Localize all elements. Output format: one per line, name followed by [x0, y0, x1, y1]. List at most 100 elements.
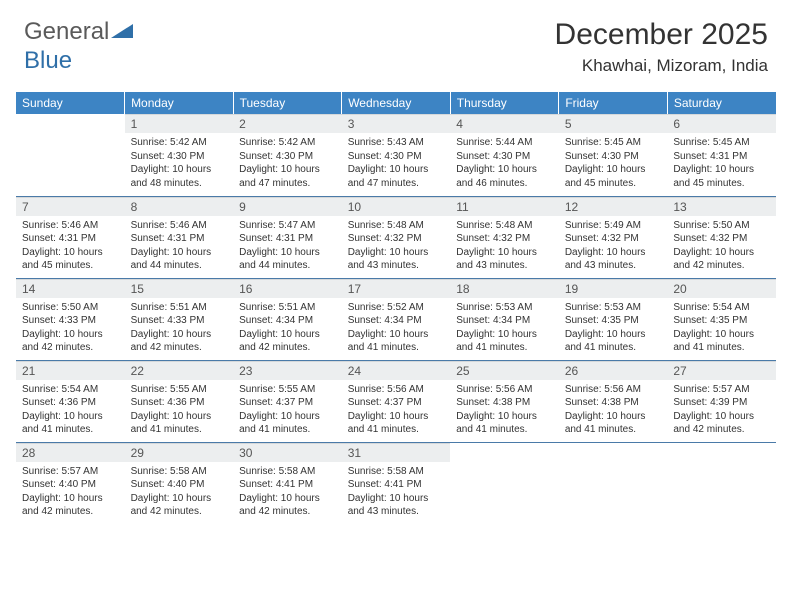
calendar-cell: 22Sunrise: 5:55 AMSunset: 4:36 PMDayligh…	[125, 360, 234, 442]
day-info: Sunrise: 5:58 AMSunset: 4:41 PMDaylight:…	[233, 462, 342, 523]
day-number: 13	[667, 197, 776, 216]
calendar-cell: 18Sunrise: 5:53 AMSunset: 4:34 PMDayligh…	[450, 278, 559, 360]
calendar-cell: 31Sunrise: 5:58 AMSunset: 4:41 PMDayligh…	[342, 442, 451, 524]
brand-text: General Blue	[24, 18, 133, 75]
day-info: Sunrise: 5:56 AMSunset: 4:38 PMDaylight:…	[450, 380, 559, 441]
calendar-cell: 26Sunrise: 5:56 AMSunset: 4:38 PMDayligh…	[559, 360, 668, 442]
day-number: 14	[16, 279, 125, 298]
day-number: 22	[125, 361, 234, 380]
calendar-row: 7Sunrise: 5:46 AMSunset: 4:31 PMDaylight…	[16, 196, 776, 278]
day-info: Sunrise: 5:45 AMSunset: 4:30 PMDaylight:…	[559, 133, 668, 194]
calendar-cell: 3Sunrise: 5:43 AMSunset: 4:30 PMDaylight…	[342, 114, 451, 196]
calendar-cell	[559, 442, 668, 524]
calendar-cell: 24Sunrise: 5:56 AMSunset: 4:37 PMDayligh…	[342, 360, 451, 442]
calendar-cell: 1Sunrise: 5:42 AMSunset: 4:30 PMDaylight…	[125, 114, 234, 196]
brand-logo: General Blue	[24, 18, 133, 75]
day-info: Sunrise: 5:58 AMSunset: 4:40 PMDaylight:…	[125, 462, 234, 523]
day-number: 25	[450, 361, 559, 380]
calendar-cell: 16Sunrise: 5:51 AMSunset: 4:34 PMDayligh…	[233, 278, 342, 360]
brand-part1: General	[24, 18, 109, 45]
calendar-cell: 6Sunrise: 5:45 AMSunset: 4:31 PMDaylight…	[667, 114, 776, 196]
day-info: Sunrise: 5:45 AMSunset: 4:31 PMDaylight:…	[667, 133, 776, 194]
calendar-cell: 29Sunrise: 5:58 AMSunset: 4:40 PMDayligh…	[125, 442, 234, 524]
day-info: Sunrise: 5:42 AMSunset: 4:30 PMDaylight:…	[233, 133, 342, 194]
day-number: 3	[342, 114, 451, 133]
calendar-cell: 20Sunrise: 5:54 AMSunset: 4:35 PMDayligh…	[667, 278, 776, 360]
day-number: 8	[125, 197, 234, 216]
day-info: Sunrise: 5:47 AMSunset: 4:31 PMDaylight:…	[233, 216, 342, 277]
calendar-cell: 27Sunrise: 5:57 AMSunset: 4:39 PMDayligh…	[667, 360, 776, 442]
calendar-cell: 15Sunrise: 5:51 AMSunset: 4:33 PMDayligh…	[125, 278, 234, 360]
calendar-cell	[450, 442, 559, 524]
day-info: Sunrise: 5:56 AMSunset: 4:37 PMDaylight:…	[342, 380, 451, 441]
calendar-cell: 28Sunrise: 5:57 AMSunset: 4:40 PMDayligh…	[16, 442, 125, 524]
weekday-header: Monday	[125, 92, 234, 114]
calendar-cell: 23Sunrise: 5:55 AMSunset: 4:37 PMDayligh…	[233, 360, 342, 442]
day-info: Sunrise: 5:43 AMSunset: 4:30 PMDaylight:…	[342, 133, 451, 194]
day-number: 11	[450, 197, 559, 216]
day-info: Sunrise: 5:58 AMSunset: 4:41 PMDaylight:…	[342, 462, 451, 523]
calendar-cell: 17Sunrise: 5:52 AMSunset: 4:34 PMDayligh…	[342, 278, 451, 360]
weekday-header: Thursday	[450, 92, 559, 114]
day-number: 19	[559, 279, 668, 298]
month-title: December 2025	[555, 18, 768, 52]
calendar-row: 14Sunrise: 5:50 AMSunset: 4:33 PMDayligh…	[16, 278, 776, 360]
calendar-cell: 14Sunrise: 5:50 AMSunset: 4:33 PMDayligh…	[16, 278, 125, 360]
day-number: 2	[233, 114, 342, 133]
calendar-cell: 4Sunrise: 5:44 AMSunset: 4:30 PMDaylight…	[450, 114, 559, 196]
day-number: 31	[342, 443, 451, 462]
day-number: 27	[667, 361, 776, 380]
day-number: 9	[233, 197, 342, 216]
calendar-cell: 13Sunrise: 5:50 AMSunset: 4:32 PMDayligh…	[667, 196, 776, 278]
day-info: Sunrise: 5:55 AMSunset: 4:36 PMDaylight:…	[125, 380, 234, 441]
calendar-body: 1Sunrise: 5:42 AMSunset: 4:30 PMDaylight…	[16, 114, 776, 524]
calendar-cell: 25Sunrise: 5:56 AMSunset: 4:38 PMDayligh…	[450, 360, 559, 442]
day-info: Sunrise: 5:46 AMSunset: 4:31 PMDaylight:…	[125, 216, 234, 277]
day-number: 12	[559, 197, 668, 216]
calendar-row: 28Sunrise: 5:57 AMSunset: 4:40 PMDayligh…	[16, 442, 776, 524]
day-info: Sunrise: 5:50 AMSunset: 4:32 PMDaylight:…	[667, 216, 776, 277]
calendar-cell: 11Sunrise: 5:48 AMSunset: 4:32 PMDayligh…	[450, 196, 559, 278]
day-info: Sunrise: 5:52 AMSunset: 4:34 PMDaylight:…	[342, 298, 451, 359]
title-block: December 2025 Khawhai, Mizoram, India	[555, 18, 768, 76]
calendar-cell: 9Sunrise: 5:47 AMSunset: 4:31 PMDaylight…	[233, 196, 342, 278]
calendar-cell: 7Sunrise: 5:46 AMSunset: 4:31 PMDaylight…	[16, 196, 125, 278]
calendar-cell: 10Sunrise: 5:48 AMSunset: 4:32 PMDayligh…	[342, 196, 451, 278]
day-info: Sunrise: 5:53 AMSunset: 4:34 PMDaylight:…	[450, 298, 559, 359]
day-info: Sunrise: 5:44 AMSunset: 4:30 PMDaylight:…	[450, 133, 559, 194]
day-number: 24	[342, 361, 451, 380]
day-number: 18	[450, 279, 559, 298]
day-number: 1	[125, 114, 234, 133]
day-number: 29	[125, 443, 234, 462]
calendar-cell: 2Sunrise: 5:42 AMSunset: 4:30 PMDaylight…	[233, 114, 342, 196]
weekday-header: Wednesday	[342, 92, 451, 114]
day-info: Sunrise: 5:46 AMSunset: 4:31 PMDaylight:…	[16, 216, 125, 277]
calendar-cell	[16, 114, 125, 196]
calendar-cell: 21Sunrise: 5:54 AMSunset: 4:36 PMDayligh…	[16, 360, 125, 442]
day-number: 28	[16, 443, 125, 462]
day-number: 23	[233, 361, 342, 380]
calendar-cell: 5Sunrise: 5:45 AMSunset: 4:30 PMDaylight…	[559, 114, 668, 196]
calendar-cell: 30Sunrise: 5:58 AMSunset: 4:41 PMDayligh…	[233, 442, 342, 524]
day-number: 16	[233, 279, 342, 298]
day-info: Sunrise: 5:57 AMSunset: 4:39 PMDaylight:…	[667, 380, 776, 441]
day-number: 4	[450, 114, 559, 133]
day-number: 30	[233, 443, 342, 462]
calendar-cell: 8Sunrise: 5:46 AMSunset: 4:31 PMDaylight…	[125, 196, 234, 278]
day-number: 26	[559, 361, 668, 380]
day-info: Sunrise: 5:42 AMSunset: 4:30 PMDaylight:…	[125, 133, 234, 194]
calendar-row: 1Sunrise: 5:42 AMSunset: 4:30 PMDaylight…	[16, 114, 776, 196]
header: General Blue December 2025 Khawhai, Mizo…	[0, 0, 792, 86]
day-number: 10	[342, 197, 451, 216]
calendar-table: SundayMondayTuesdayWednesdayThursdayFrid…	[16, 92, 776, 524]
day-info: Sunrise: 5:55 AMSunset: 4:37 PMDaylight:…	[233, 380, 342, 441]
day-info: Sunrise: 5:54 AMSunset: 4:36 PMDaylight:…	[16, 380, 125, 441]
day-info: Sunrise: 5:50 AMSunset: 4:33 PMDaylight:…	[16, 298, 125, 359]
calendar-header-row: SundayMondayTuesdayWednesdayThursdayFrid…	[16, 92, 776, 114]
day-number: 15	[125, 279, 234, 298]
day-info: Sunrise: 5:57 AMSunset: 4:40 PMDaylight:…	[16, 462, 125, 523]
brand-part2: Blue	[24, 47, 72, 74]
weekday-header: Saturday	[667, 92, 776, 114]
day-info: Sunrise: 5:56 AMSunset: 4:38 PMDaylight:…	[559, 380, 668, 441]
location-text: Khawhai, Mizoram, India	[555, 56, 768, 76]
